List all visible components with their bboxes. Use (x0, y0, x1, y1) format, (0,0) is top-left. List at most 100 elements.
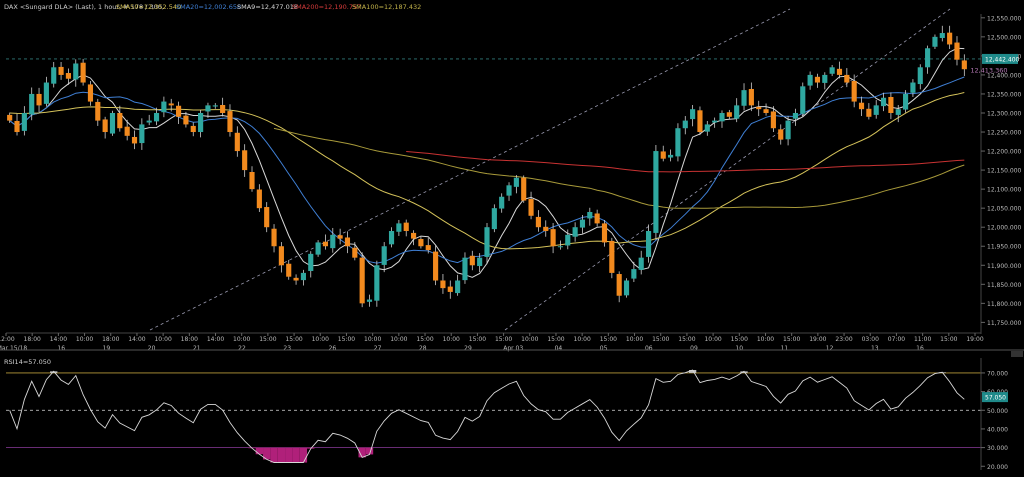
candle (704, 120, 710, 136)
price-tick-label: 11,850.000 (987, 282, 1022, 289)
time-tick-label: 10:00 (626, 336, 643, 343)
candle (491, 204, 497, 233)
candle (565, 229, 571, 250)
candle-body (242, 150, 248, 171)
candle (513, 175, 519, 194)
price-panel[interactable]: 12,550.00012,500.00012,450.00012,400.000… (0, 8, 1022, 352)
candle (7, 112, 13, 123)
candle (293, 274, 299, 285)
candle-body (36, 93, 42, 106)
candle (344, 231, 351, 254)
time-tick-label: 10:00 (521, 336, 538, 343)
candle-body (778, 129, 784, 140)
candle (183, 111, 189, 128)
candle (601, 219, 608, 247)
candle-body (124, 126, 130, 136)
candle-body (763, 109, 769, 113)
candle-body (770, 111, 776, 129)
candle (366, 294, 373, 307)
candle (645, 224, 652, 263)
time-tick-label: 15:00 (416, 336, 433, 343)
candle (756, 100, 762, 117)
candle-body (308, 253, 314, 271)
panel-resize-handle[interactable] (1011, 351, 1023, 357)
candle (447, 280, 453, 299)
rsi-panel[interactable]: 70.00060.00050.00040.00030.00020.00057.0… (6, 358, 1008, 471)
candle (763, 103, 769, 116)
candle (315, 240, 321, 257)
candle (322, 234, 329, 250)
candle (300, 269, 306, 286)
candle-body (535, 216, 541, 228)
candle (73, 59, 79, 87)
candle (521, 175, 527, 203)
candle (190, 122, 196, 137)
candle-body (910, 82, 916, 93)
sma100-label: SMA100=12,187.432 (352, 3, 421, 11)
date-tick-label: 13 (871, 345, 879, 352)
time-tick-label: 15:00 (600, 336, 617, 343)
candle (814, 73, 821, 88)
candle-body (65, 73, 71, 79)
candle (425, 237, 431, 254)
candle-body (638, 257, 644, 270)
channel-upper-line (149, 8, 791, 331)
rsi-polyline (9, 369, 965, 463)
candle-body (352, 247, 358, 258)
candle-body (499, 196, 505, 209)
candle (286, 259, 292, 280)
candle (594, 209, 600, 227)
price-tick-label: 12,500.000 (987, 34, 1022, 41)
candle (961, 54, 967, 77)
time-tick-label: 10:00 (76, 336, 93, 343)
candle-body (477, 257, 483, 267)
candle (712, 117, 718, 128)
candle (836, 61, 843, 79)
candle-body (29, 93, 35, 115)
candle (609, 237, 615, 279)
candle-body (858, 102, 865, 110)
candle (14, 113, 20, 136)
chart-header: DAX <Sungard DLA> (Last), 1 hour, # 178 … (4, 3, 421, 11)
time-tick-label: 15:00 (259, 336, 276, 343)
price-tick-label: 12,300.000 (987, 110, 1022, 117)
candle-body (601, 223, 608, 243)
candle-body (153, 112, 160, 122)
sma-line-sma100 (273, 127, 965, 209)
price-tick-label: 11,800.000 (987, 301, 1022, 308)
candle-body (726, 112, 732, 117)
time-tick-label: 15:00 (652, 336, 669, 343)
candle-body (521, 177, 527, 201)
candle (572, 222, 578, 242)
candle (778, 124, 784, 145)
date-tick-label: 21 (193, 345, 201, 352)
sma-line-sma200 (406, 151, 965, 173)
candle (176, 101, 182, 125)
candle-body (80, 62, 86, 83)
candle (29, 87, 35, 121)
candle-body (756, 106, 762, 110)
candle (352, 242, 358, 261)
candle-body (87, 84, 94, 102)
candle (660, 145, 666, 162)
candle (616, 271, 622, 303)
date-tick-label: 19 (103, 345, 111, 352)
candle (851, 74, 857, 108)
candle (734, 98, 740, 123)
candle-body (220, 104, 226, 113)
candle-body (344, 237, 351, 247)
candle-body (315, 242, 321, 255)
candle-body (322, 241, 329, 247)
candle (139, 118, 145, 150)
candle-body (205, 105, 211, 112)
candle-body (565, 234, 571, 246)
sma50-label: SMA50=12,352.540 (116, 3, 181, 11)
time-tick-label: 10:00 (390, 336, 407, 343)
candle (198, 109, 204, 138)
candle-body (807, 74, 813, 86)
candle (873, 100, 879, 119)
price-tick-label: 12,200.000 (987, 149, 1022, 156)
candle-body (256, 189, 262, 209)
date-tick-label: Mar 15/18 (0, 345, 27, 352)
